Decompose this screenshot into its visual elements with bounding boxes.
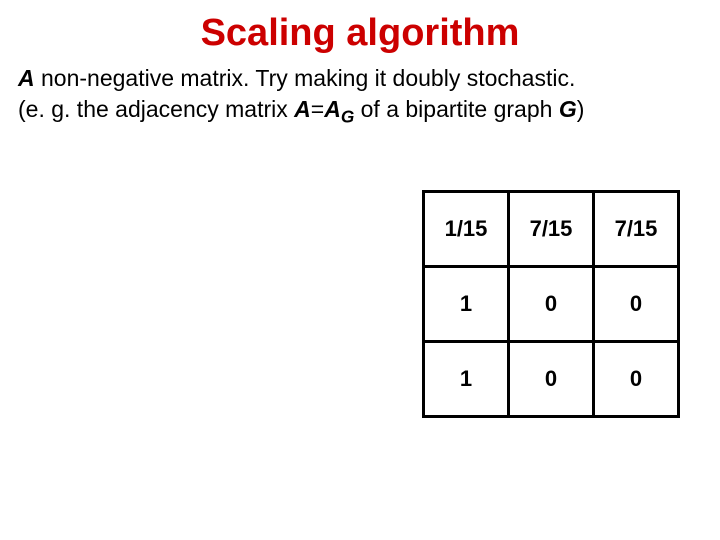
body-paragraph: A non-negative matrix. Try making it dou… (0, 55, 720, 129)
sym-G: G (559, 96, 577, 122)
cell-0-0: 1/15 (424, 192, 509, 267)
cell-2-1: 0 (509, 342, 594, 417)
cell-1-1: 0 (509, 267, 594, 342)
table-row: 1/15 7/15 7/15 (424, 192, 679, 267)
cell-2-0: 1 (424, 342, 509, 417)
body-line-2-post: ) (577, 96, 585, 122)
body-line-2-mid: of a bipartite graph (354, 96, 559, 122)
cell-2-2: 0 (594, 342, 679, 417)
page-title: Scaling algorithm (0, 0, 720, 55)
sym-AG-A: A (324, 96, 341, 122)
cell-0-2: 7/15 (594, 192, 679, 267)
body-line-1: A non-negative matrix. Try making it dou… (18, 63, 702, 94)
matrix-table: 1/15 7/15 7/15 1 0 0 1 0 0 (422, 190, 680, 418)
sym-eq: = (311, 96, 324, 122)
body-line-2: (e. g. the adjacency matrix A=AG of a bi… (18, 94, 702, 129)
table-row: 1 0 0 (424, 342, 679, 417)
cell-1-2: 0 (594, 267, 679, 342)
cell-0-1: 7/15 (509, 192, 594, 267)
sym-AG-G: G (341, 107, 354, 127)
body-line-1-text: non-negative matrix. Try making it doubl… (35, 65, 576, 91)
cell-1-0: 1 (424, 267, 509, 342)
body-line-2-pre: (e. g. the adjacency matrix (18, 96, 294, 122)
matrix-symbol-A: A (18, 65, 35, 91)
sym-A: A (294, 96, 311, 122)
table-row: 1 0 0 (424, 267, 679, 342)
matrix-table-wrap: 1/15 7/15 7/15 1 0 0 1 0 0 (422, 190, 680, 418)
